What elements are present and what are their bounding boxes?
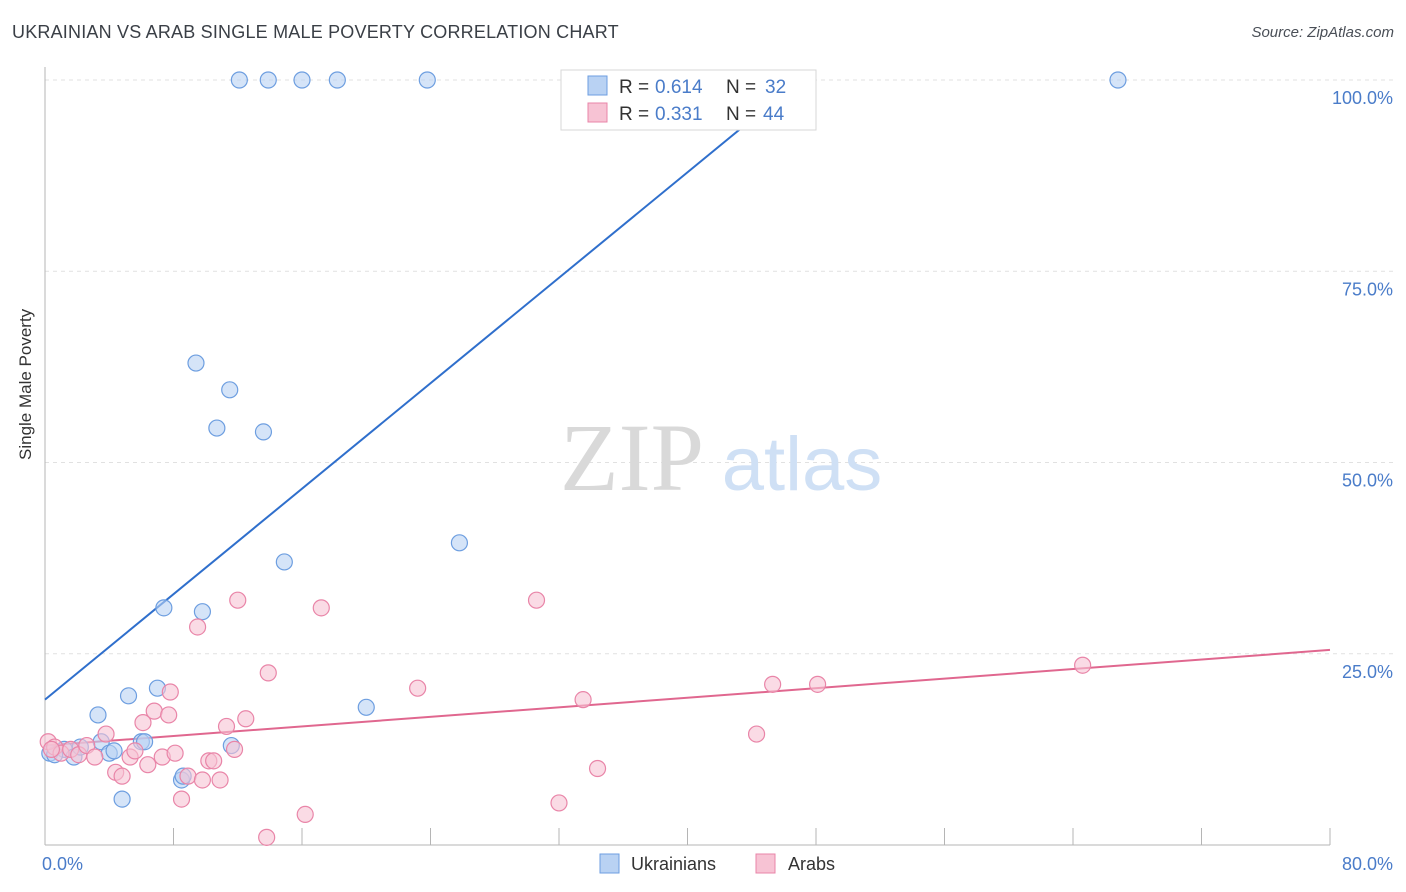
point-ukrainians-27 — [450, 534, 469, 552]
point-arabs-24 — [205, 752, 223, 770]
stats-n-label-arabs: N = — [726, 104, 756, 125]
point-arabs-27 — [225, 740, 244, 758]
source-label: Source: ZipAtlas.com — [1251, 24, 1394, 41]
trend-line-ukrainians — [44, 79, 801, 701]
point-ukrainians-20 — [254, 423, 273, 441]
watermark: ZIP atlas — [560, 404, 882, 511]
tick-labels: 25.0% 50.0% 75.0% 100.0% 0.0% 80.0% — [42, 88, 1393, 874]
point-arabs-40 — [764, 675, 782, 693]
point-ukrainians-22 — [275, 553, 293, 571]
y-tick-label-75: 75.0% — [1342, 279, 1393, 299]
point-arabs-35 — [527, 591, 546, 609]
watermark-zip: ZIP — [560, 404, 704, 511]
chart-title: UKRAINIAN VS ARAB SINGLE MALE POVERTY CO… — [12, 22, 619, 42]
point-arabs-31 — [259, 664, 277, 682]
point-ukrainians-31 — [113, 790, 131, 808]
point-arabs-34 — [409, 679, 427, 697]
point-ukrainians-17 — [221, 381, 239, 399]
trend-line-arabs — [44, 648, 1331, 747]
stats-r-label-ukrainians: R = — [619, 77, 649, 98]
x-tick-label-max: 80.0% — [1342, 854, 1393, 874]
y-axis-label: Single Male Poverty — [16, 308, 35, 460]
stats-n-label-ukrainians: N = — [726, 77, 756, 98]
stats-legend: R = 0.614 N = 32 R = 0.331 N = 44 — [560, 69, 817, 131]
point-arabs-9 — [113, 767, 131, 785]
stats-n-value-ukrainians: 32 — [765, 77, 786, 98]
legend-label-arabs: Arabs — [788, 854, 835, 874]
point-ukrainians-19 — [230, 71, 248, 89]
point-arabs-26 — [217, 717, 236, 736]
point-ukrainians-23 — [293, 71, 311, 89]
point-arabs-21 — [188, 618, 207, 636]
point-ukrainians-15 — [193, 603, 212, 621]
stats-r-label-arabs: R = — [619, 104, 649, 125]
point-arabs-20 — [179, 767, 197, 785]
point-ukrainians-21 — [259, 71, 277, 89]
watermark-atlas: atlas — [722, 422, 883, 507]
y-tick-label-100: 100.0% — [1332, 88, 1393, 108]
x-tick-label-min: 0.0% — [42, 854, 83, 874]
point-arabs-13 — [139, 756, 157, 774]
point-arabs-11 — [126, 742, 144, 760]
point-arabs-43 — [42, 740, 61, 758]
stats-r-value-arabs: 0.331 — [655, 104, 703, 125]
point-ukrainians-7 — [119, 687, 138, 705]
point-ukrainians-25 — [357, 698, 375, 716]
series-legend: Ukrainians Arabs — [599, 853, 835, 874]
stats-r-value-ukrainians: 0.614 — [655, 77, 703, 98]
stats-swatch-arabs — [587, 102, 608, 123]
y-tick-label-50: 50.0% — [1342, 471, 1393, 491]
point-arabs-36 — [550, 794, 568, 812]
grid-lines — [45, 79, 1395, 655]
point-ukrainians-28 — [1109, 71, 1127, 89]
legend-swatch-arabs — [755, 853, 776, 874]
point-arabs-28 — [229, 591, 247, 609]
point-arabs-37 — [574, 691, 592, 709]
point-ukrainians-14 — [187, 354, 205, 372]
point-ukrainians-11 — [155, 599, 173, 617]
point-arabs-18 — [166, 744, 184, 762]
point-ukrainians-16 — [208, 419, 226, 437]
point-ukrainians-3 — [89, 706, 107, 724]
point-arabs-25 — [211, 771, 229, 789]
point-ukrainians-24 — [328, 71, 346, 89]
stats-swatch-ukrainians — [587, 75, 608, 96]
point-arabs-42 — [1074, 656, 1092, 674]
point-arabs-16 — [160, 706, 178, 724]
point-arabs-38 — [588, 759, 607, 778]
point-arabs-30 — [258, 828, 276, 846]
stats-n-value-arabs: 44 — [763, 104, 785, 125]
point-ukrainians-6 — [105, 742, 123, 760]
point-arabs-39 — [747, 725, 766, 743]
point-ukrainians-26 — [418, 71, 436, 89]
point-arabs-6 — [86, 748, 104, 766]
point-arabs-41 — [809, 675, 827, 693]
point-arabs-19 — [172, 790, 191, 808]
trend-lines — [44, 79, 1331, 747]
point-arabs-32 — [296, 805, 314, 824]
point-arabs-29 — [237, 710, 255, 728]
point-arabs-17 — [161, 683, 179, 701]
point-arabs-22 — [193, 771, 212, 789]
y-tick-label-25: 25.0% — [1342, 662, 1393, 682]
point-arabs-33 — [312, 599, 330, 617]
data-points — [39, 71, 1127, 846]
axes — [44, 67, 1331, 846]
point-arabs-7 — [97, 725, 115, 743]
point-arabs-14 — [145, 702, 163, 720]
legend-label-ukrainians: Ukrainians — [631, 854, 716, 874]
legend-swatch-ukrainians — [599, 853, 620, 874]
point-arabs-12 — [134, 713, 152, 732]
